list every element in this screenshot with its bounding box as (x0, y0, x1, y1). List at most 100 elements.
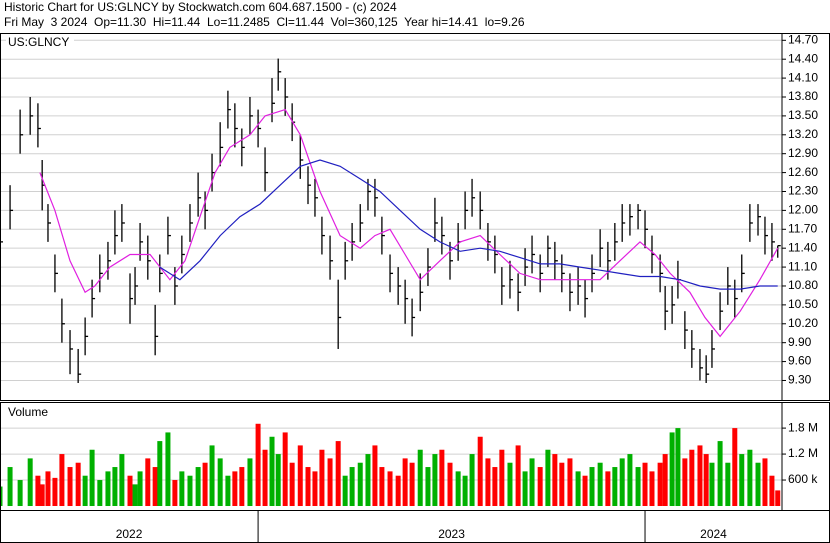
volume-bar (27, 458, 33, 506)
volume-bar (269, 436, 275, 506)
volume-bar (349, 467, 355, 506)
symbol-label: US:GLNCY (8, 35, 69, 49)
volume-bar (432, 454, 438, 506)
volume-bar (312, 471, 318, 506)
volume-bar (567, 458, 573, 506)
volume-bar (165, 432, 171, 506)
volume-bar (669, 432, 675, 506)
volume-bar (35, 475, 41, 506)
volume-bar (247, 458, 253, 506)
volume-tick-label: 600 k (788, 472, 818, 486)
volume-bar (537, 467, 543, 506)
volume-bar (515, 445, 521, 506)
volume-bar (97, 480, 103, 506)
volume-bar (507, 462, 513, 506)
volume-bar (172, 480, 178, 506)
moving-average-line (159, 159, 778, 290)
volume-bar (529, 458, 535, 506)
volume-bar (462, 475, 468, 506)
volume-tick-label: 1.2 M (788, 446, 818, 460)
volume-bar (335, 441, 341, 506)
volume-bar (755, 462, 761, 506)
volume-bar (455, 471, 461, 506)
volume-label: Volume (8, 405, 48, 419)
volume-bar (112, 467, 118, 506)
volume-bar (275, 454, 281, 506)
volume-bar (642, 462, 648, 506)
volume-bar (469, 454, 475, 506)
y-tick-label: 11.70 (788, 221, 817, 235)
volume-bar (89, 449, 95, 506)
volume-bar (395, 475, 401, 506)
volume-bar (132, 484, 138, 506)
volume-bar (202, 462, 208, 506)
volume-bar (582, 475, 588, 506)
volume-bar (209, 445, 215, 506)
volume-bar (552, 454, 558, 506)
volume-bar (747, 449, 753, 506)
volume-bar (522, 471, 528, 506)
volume-bar (217, 458, 223, 506)
chart-subtitle: Fri May 3 2024 Op=11.30 Hi=11.44 Lo=11.2… (4, 15, 525, 29)
year-label: 2022 (116, 527, 143, 541)
volume-bar (597, 462, 603, 506)
volume-bar (717, 441, 723, 506)
volume-bar (119, 454, 125, 506)
volume-bar (45, 471, 51, 506)
volume-bar (492, 467, 498, 506)
volume-bar (447, 462, 453, 506)
volume-bar (372, 445, 378, 506)
year-label: 2024 (700, 527, 727, 541)
volume-bar (703, 454, 709, 506)
volume-bar (67, 467, 73, 506)
volume-bar (589, 467, 595, 506)
volume-bar (17, 480, 23, 506)
volume-bar (732, 428, 738, 506)
volume-bar (709, 462, 715, 506)
volume-bar (157, 441, 163, 506)
volume-bar (417, 449, 423, 506)
chart-title: Historic Chart for US:GLNCY by Stockwatc… (4, 0, 397, 14)
volume-bar (357, 462, 363, 506)
volume-bar (769, 475, 775, 506)
volume-bar (327, 458, 333, 506)
volume-bar (342, 475, 348, 506)
volume-bar (127, 475, 133, 506)
y-tick-label: 14.70 (788, 32, 818, 46)
volume-bar (39, 484, 45, 506)
volume-bar (559, 462, 565, 506)
y-tick-label: 11.40 (788, 240, 817, 254)
volume-bar (409, 462, 415, 506)
y-tick-label: 14.10 (788, 70, 818, 84)
volume-bar (52, 477, 58, 506)
volume-bar (425, 467, 431, 506)
y-tick-label: 10.80 (788, 278, 818, 292)
volume-bar (762, 458, 768, 506)
volume-bar (675, 428, 681, 506)
marks-layer (0, 58, 781, 506)
volume-bar (739, 454, 745, 506)
volume-bar (232, 471, 238, 506)
volume-bar (612, 467, 618, 506)
volume-bar (59, 454, 65, 506)
y-tick-label: 11.10 (788, 259, 817, 273)
volume-bar (477, 436, 483, 506)
volume-bar (0, 486, 3, 506)
volume-bar (697, 445, 703, 506)
year-label: 2023 (438, 527, 465, 541)
volume-bar (725, 462, 731, 506)
volume-bar (649, 471, 655, 506)
volume-bar (657, 462, 663, 506)
volume-bar (239, 467, 245, 506)
y-tick-label: 12.60 (788, 165, 818, 179)
y-tick-label: 9.60 (788, 354, 812, 368)
volume-bar (627, 454, 633, 506)
volume-bar (402, 458, 408, 506)
volume-bar (289, 462, 295, 506)
y-tick-label: 13.80 (788, 89, 818, 103)
volume-bar (387, 471, 393, 506)
y-tick-label: 13.50 (788, 108, 818, 122)
y-tick-label: 12.90 (788, 146, 818, 160)
volume-bar (225, 475, 231, 506)
